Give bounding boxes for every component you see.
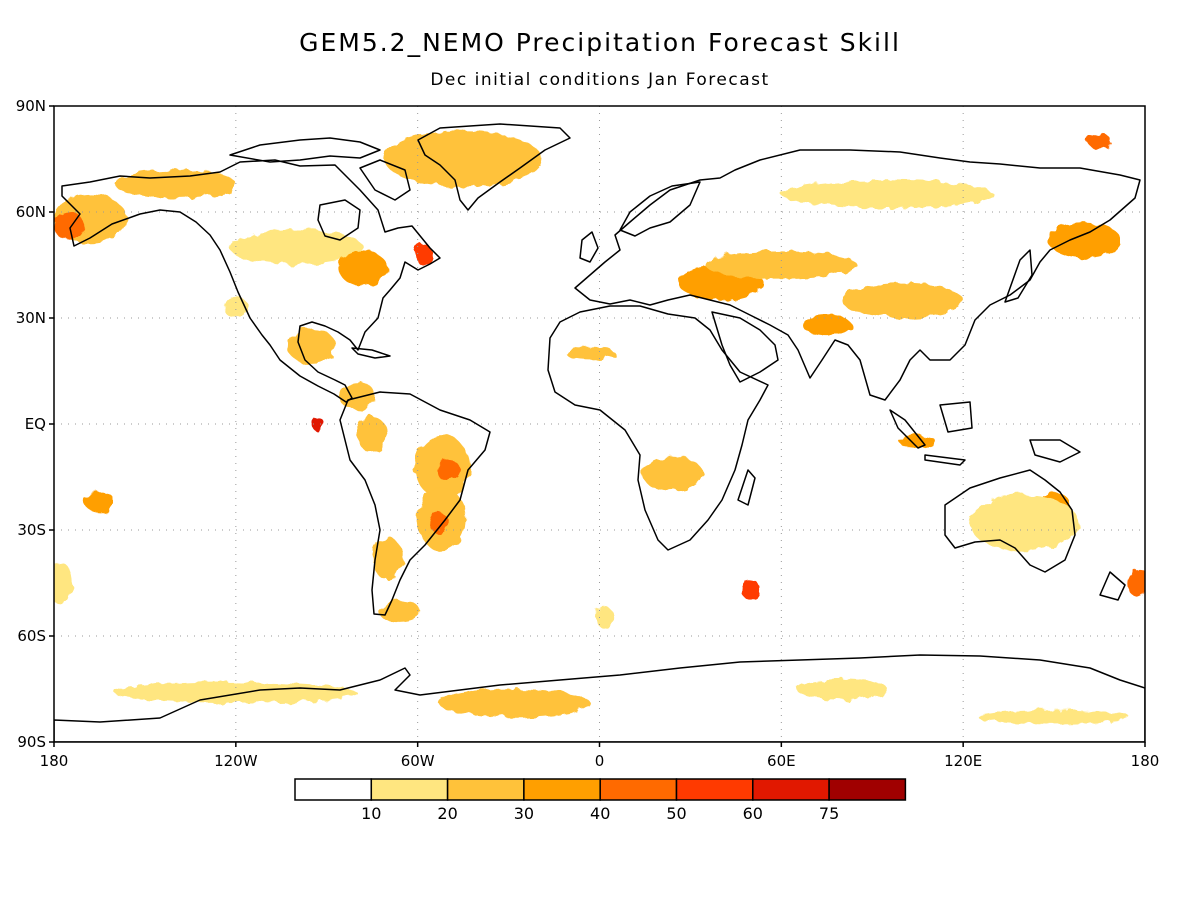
coast-north-america: [61, 159, 441, 403]
skill-region: [796, 678, 888, 700]
coast-greenland: [417, 123, 571, 211]
lat-tick-label: 60N: [16, 203, 46, 221]
skill-region: [1087, 134, 1112, 149]
colorbar-swatch: [294, 778, 373, 801]
coast-japan: [1004, 249, 1033, 303]
skill-region: [414, 243, 433, 265]
coastlines: [54, 123, 1145, 742]
colorbar-swatch: [752, 778, 830, 801]
lon-tick-label: 120E: [944, 752, 982, 770]
coast-baffin: [359, 159, 411, 201]
colorbar-label: 75: [819, 804, 839, 823]
skill-region: [741, 579, 761, 601]
skill-region: [311, 416, 324, 432]
lon-tick-label: 180: [1131, 752, 1160, 770]
coast-arctic-islands: [229, 137, 381, 163]
map-subtitle: Dec initial conditions Jan Forecast: [430, 70, 770, 90]
lon-tick-label: 180: [40, 752, 69, 770]
colorbar-label: 50: [666, 804, 686, 823]
lat-tick-label: 90S: [17, 733, 46, 751]
skill-region: [229, 229, 364, 265]
skill-field: [54, 130, 1145, 725]
skill-region: [435, 459, 461, 481]
skill-region: [338, 381, 376, 410]
colorbar-label: 30: [514, 804, 534, 823]
colorbar-label: 40: [590, 804, 610, 823]
lon-tick-label: 60W: [401, 752, 435, 770]
coast-new-zealand: [1099, 571, 1126, 601]
coast-borneo: [939, 401, 973, 433]
skill-region: [287, 328, 336, 364]
lat-tick-label: 90N: [16, 97, 46, 115]
colorbar-swatch: [523, 778, 601, 801]
coast-british-isles: [579, 231, 599, 263]
coast-arabia: [711, 311, 779, 383]
skill-region: [438, 689, 591, 718]
colorbar-swatch: [446, 778, 525, 801]
colorbar-swatch: [675, 778, 754, 801]
skill-region: [84, 491, 115, 513]
lon-tick-label: 0: [595, 752, 605, 770]
colorbar-label: 10: [361, 804, 381, 823]
skill-region: [429, 512, 448, 534]
skill-region: [841, 282, 964, 319]
coast-hudson-bay: [317, 199, 361, 241]
coast-madagascar: [737, 469, 756, 506]
skill-region: [372, 537, 403, 580]
skill-region: [114, 681, 358, 704]
skill-region: [641, 455, 703, 492]
skill-region: [1048, 222, 1121, 258]
lat-tick-label: EQ: [25, 415, 46, 433]
colorbar: 10 20 30 40 50 60 75: [294, 778, 907, 823]
lat-tick-label: 30N: [16, 309, 46, 327]
skill-region: [54, 561, 73, 605]
skill-region: [969, 494, 1079, 552]
coast-antarctica: [54, 654, 1145, 742]
longitude-ticks: 180 120W 60W 0 60E 120E 180: [40, 742, 1160, 770]
colorbar-swatch: [828, 778, 907, 801]
coast-eurasia: [574, 149, 1141, 401]
colorbar-swatch: [370, 778, 449, 801]
coast-australia: [944, 469, 1076, 573]
skill-region: [1126, 568, 1145, 598]
skill-region: [357, 416, 388, 453]
latitude-ticks: 90N 60N 30N EQ 30S 60S 90S: [16, 97, 54, 751]
colorbar-label: 20: [437, 804, 457, 823]
plot-frame: [53, 105, 1146, 743]
skill-region: [566, 346, 615, 361]
skill-region: [978, 710, 1130, 725]
skill-region: [596, 607, 615, 629]
skill-region: [338, 250, 388, 287]
skill-region: [378, 600, 421, 622]
skill-region: [114, 169, 236, 198]
coast-scandinavia: [619, 181, 701, 237]
lon-tick-label: 120W: [214, 752, 258, 770]
skill-region: [705, 250, 858, 280]
map-title: GEM5.2_NEMO Precipitation Forecast Skill: [299, 28, 901, 57]
skill-region: [54, 212, 85, 241]
coast-south-america: [339, 391, 491, 616]
coast-africa: [547, 305, 769, 551]
lon-tick-label: 60E: [767, 752, 796, 770]
coast-caribbean: [351, 347, 391, 359]
gridlines: [54, 106, 1145, 742]
coast-java: [924, 454, 966, 466]
coast-new-guinea: [1029, 439, 1081, 463]
skill-region: [781, 180, 994, 209]
lat-tick-label: 60S: [17, 627, 46, 645]
skill-region: [384, 130, 542, 188]
lat-tick-label: 30S: [17, 521, 46, 539]
coast-sumatra: [889, 409, 926, 449]
skill-region: [802, 314, 852, 336]
colorbar-label: 60: [743, 804, 763, 823]
colorbar-swatch: [599, 778, 678, 801]
